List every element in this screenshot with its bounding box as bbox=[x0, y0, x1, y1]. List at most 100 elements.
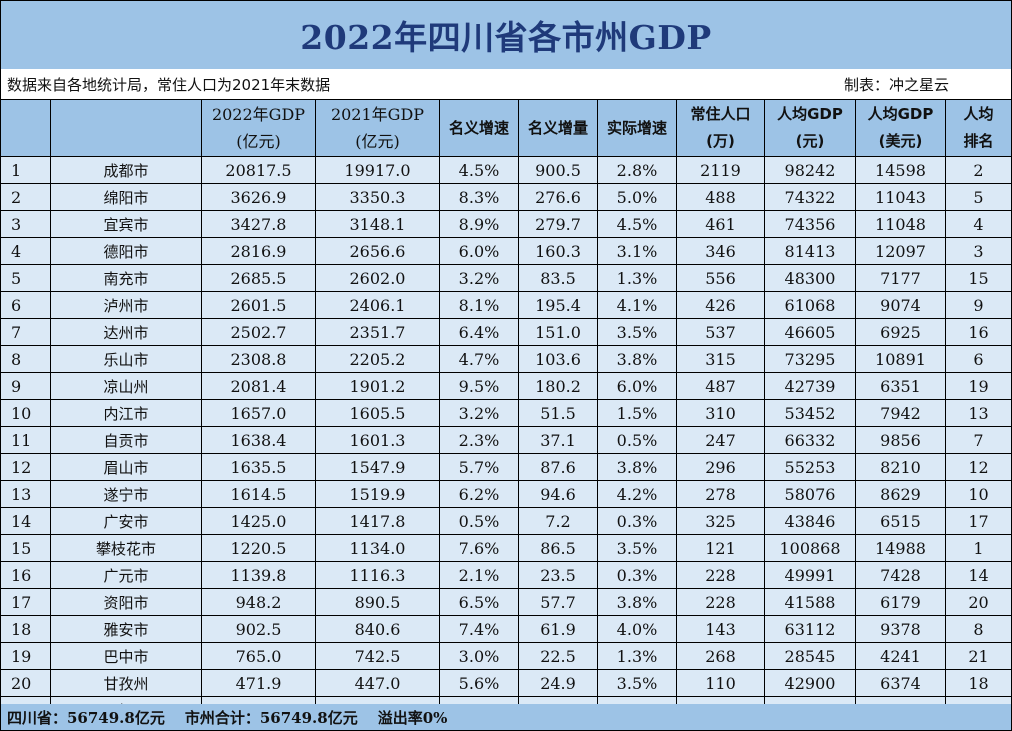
header-per-capita-rank: 人均 排名 bbox=[945, 99, 1012, 157]
cell-per-capita-usd: 6515 bbox=[855, 507, 946, 535]
cell-gdp2021: 19917.0 bbox=[315, 156, 440, 184]
cell-nominal-increase: 151.0 bbox=[518, 318, 598, 346]
cell-rank: 17 bbox=[0, 588, 51, 616]
cell-city: 绵阳市 bbox=[50, 183, 202, 211]
cell-city: 巴中市 bbox=[50, 642, 202, 670]
cell-nominal-increase: 276.6 bbox=[518, 183, 598, 211]
cell-gdp2021: 742.5 bbox=[315, 642, 440, 670]
cell-per-capita-usd: 8210 bbox=[855, 453, 946, 481]
cell-per-capita-cny: 43846 bbox=[764, 507, 856, 535]
cell-nominal-growth: 6.2% bbox=[439, 480, 519, 508]
cell-per-capita-rank: 1 bbox=[945, 534, 1012, 562]
cell-gdp2022: 2502.7 bbox=[201, 318, 316, 346]
cell-nominal-growth: 8.1% bbox=[439, 291, 519, 319]
cell-real-growth: 3.1% bbox=[597, 237, 677, 265]
cell-gdp2022: 765.0 bbox=[201, 642, 316, 670]
cell-per-capita-usd: 6351 bbox=[855, 372, 946, 400]
cell-gdp2022: 1220.5 bbox=[201, 534, 316, 562]
cell-rank: 10 bbox=[0, 399, 51, 427]
gdp-table-body: 1 成都市 20817.5 19917.0 4.5% 900.5 2.8% 2119 98242… bbox=[0, 156, 1012, 724]
cell-per-capita-usd: 14598 bbox=[855, 156, 946, 184]
cell-rank: 8 bbox=[0, 345, 51, 373]
cell-rank: 12 bbox=[0, 453, 51, 481]
cell-per-capita-usd: 11043 bbox=[855, 183, 946, 211]
cell-population: 228 bbox=[676, 561, 765, 589]
cell-per-capita-usd: 7428 bbox=[855, 561, 946, 589]
cell-nominal-growth: 4.7% bbox=[439, 345, 519, 373]
cell-per-capita-usd: 6925 bbox=[855, 318, 946, 346]
cell-real-growth: 5.0% bbox=[597, 183, 677, 211]
cell-per-capita-cny: 98242 bbox=[764, 156, 856, 184]
cell-nominal-growth: 3.2% bbox=[439, 399, 519, 427]
cell-gdp2021: 840.6 bbox=[315, 615, 440, 643]
cell-population: 488 bbox=[676, 183, 765, 211]
cell-population: 426 bbox=[676, 291, 765, 319]
cell-nominal-increase: 86.5 bbox=[518, 534, 598, 562]
page-title: 2022年四川省各市州GDP bbox=[300, 18, 712, 57]
cell-population: 2119 bbox=[676, 156, 765, 184]
cell-nominal-growth: 9.5% bbox=[439, 372, 519, 400]
cell-nominal-increase: 51.5 bbox=[518, 399, 598, 427]
cell-real-growth: 3.5% bbox=[597, 534, 677, 562]
cell-real-growth: 0.3% bbox=[597, 507, 677, 535]
cell-gdp2021: 1519.9 bbox=[315, 480, 440, 508]
table-row: 18 雅安市 902.5 840.6 7.4% 61.9 4.0% 143 63112 9378 8 bbox=[0, 615, 1012, 643]
cell-real-growth: 1.5% bbox=[597, 399, 677, 427]
cell-gdp2022: 20817.5 bbox=[201, 156, 316, 184]
cell-nominal-increase: 23.5 bbox=[518, 561, 598, 589]
cell-population: 325 bbox=[676, 507, 765, 535]
cell-gdp2022: 2081.4 bbox=[201, 372, 316, 400]
cell-population: 310 bbox=[676, 399, 765, 427]
cell-per-capita-usd: 4241 bbox=[855, 642, 946, 670]
cell-city: 内江市 bbox=[50, 399, 202, 427]
table-row: 16 广元市 1139.8 1116.3 2.1% 23.5 0.3% 228 49991 742… bbox=[0, 561, 1012, 589]
cell-per-capita-cny: 42900 bbox=[764, 669, 856, 697]
cell-nominal-increase: 83.5 bbox=[518, 264, 598, 292]
cell-per-capita-cny: 74356 bbox=[764, 210, 856, 238]
header-nominal-increase: 名义增量 bbox=[518, 99, 598, 157]
info-bar: 数据来自各地统计局，常住人口为2021年末数据 制表：冲之星云 bbox=[0, 69, 1012, 99]
cell-gdp2022: 1638.4 bbox=[201, 426, 316, 454]
cell-rank: 2 bbox=[0, 183, 51, 211]
cell-nominal-growth: 7.4% bbox=[439, 615, 519, 643]
cell-per-capita-usd: 9074 bbox=[855, 291, 946, 319]
cell-nominal-growth: 5.6% bbox=[439, 669, 519, 697]
cell-rank: 14 bbox=[0, 507, 51, 535]
province-total: 四川省：56749.8亿元 bbox=[7, 708, 165, 727]
cell-per-capita-usd: 6179 bbox=[855, 588, 946, 616]
cell-gdp2021: 1547.9 bbox=[315, 453, 440, 481]
cell-population: 346 bbox=[676, 237, 765, 265]
cell-population: 143 bbox=[676, 615, 765, 643]
cell-per-capita-rank: 20 bbox=[945, 588, 1012, 616]
cell-gdp2021: 2656.6 bbox=[315, 237, 440, 265]
cell-gdp2021: 1601.3 bbox=[315, 426, 440, 454]
cell-nominal-increase: 279.7 bbox=[518, 210, 598, 238]
cell-nominal-growth: 8.9% bbox=[439, 210, 519, 238]
cell-rank: 5 bbox=[0, 264, 51, 292]
cell-city: 眉山市 bbox=[50, 453, 202, 481]
cell-real-growth: 3.8% bbox=[597, 345, 677, 373]
cell-city: 遂宁市 bbox=[50, 480, 202, 508]
header-per-capita-rank-line1: 人均 bbox=[963, 105, 994, 123]
cell-gdp2022: 471.9 bbox=[201, 669, 316, 697]
cell-real-growth: 2.8% bbox=[597, 156, 677, 184]
cell-real-growth: 6.0% bbox=[597, 372, 677, 400]
cell-nominal-increase: 7.2 bbox=[518, 507, 598, 535]
cell-gdp2021: 2406.1 bbox=[315, 291, 440, 319]
cell-rank: 7 bbox=[0, 318, 51, 346]
table-row: 17 资阳市 948.2 890.5 6.5% 57.7 3.8% 228 41588 6179 2… bbox=[0, 588, 1012, 616]
cell-gdp2021: 2351.7 bbox=[315, 318, 440, 346]
cell-city: 广元市 bbox=[50, 561, 202, 589]
cell-nominal-growth: 8.3% bbox=[439, 183, 519, 211]
header-per-capita-usd: 人均GDP (美元) bbox=[855, 99, 946, 157]
cell-per-capita-cny: 55253 bbox=[764, 453, 856, 481]
header-gdp2022: 2022年GDP (亿元) bbox=[201, 99, 316, 157]
cell-gdp2022: 2685.5 bbox=[201, 264, 316, 292]
cell-per-capita-usd: 12097 bbox=[855, 237, 946, 265]
cell-real-growth: 1.3% bbox=[597, 264, 677, 292]
cell-gdp2021: 1417.8 bbox=[315, 507, 440, 535]
cell-real-growth: 0.5% bbox=[597, 426, 677, 454]
cell-city: 达州市 bbox=[50, 318, 202, 346]
cell-city: 南充市 bbox=[50, 264, 202, 292]
cell-population: 121 bbox=[676, 534, 765, 562]
